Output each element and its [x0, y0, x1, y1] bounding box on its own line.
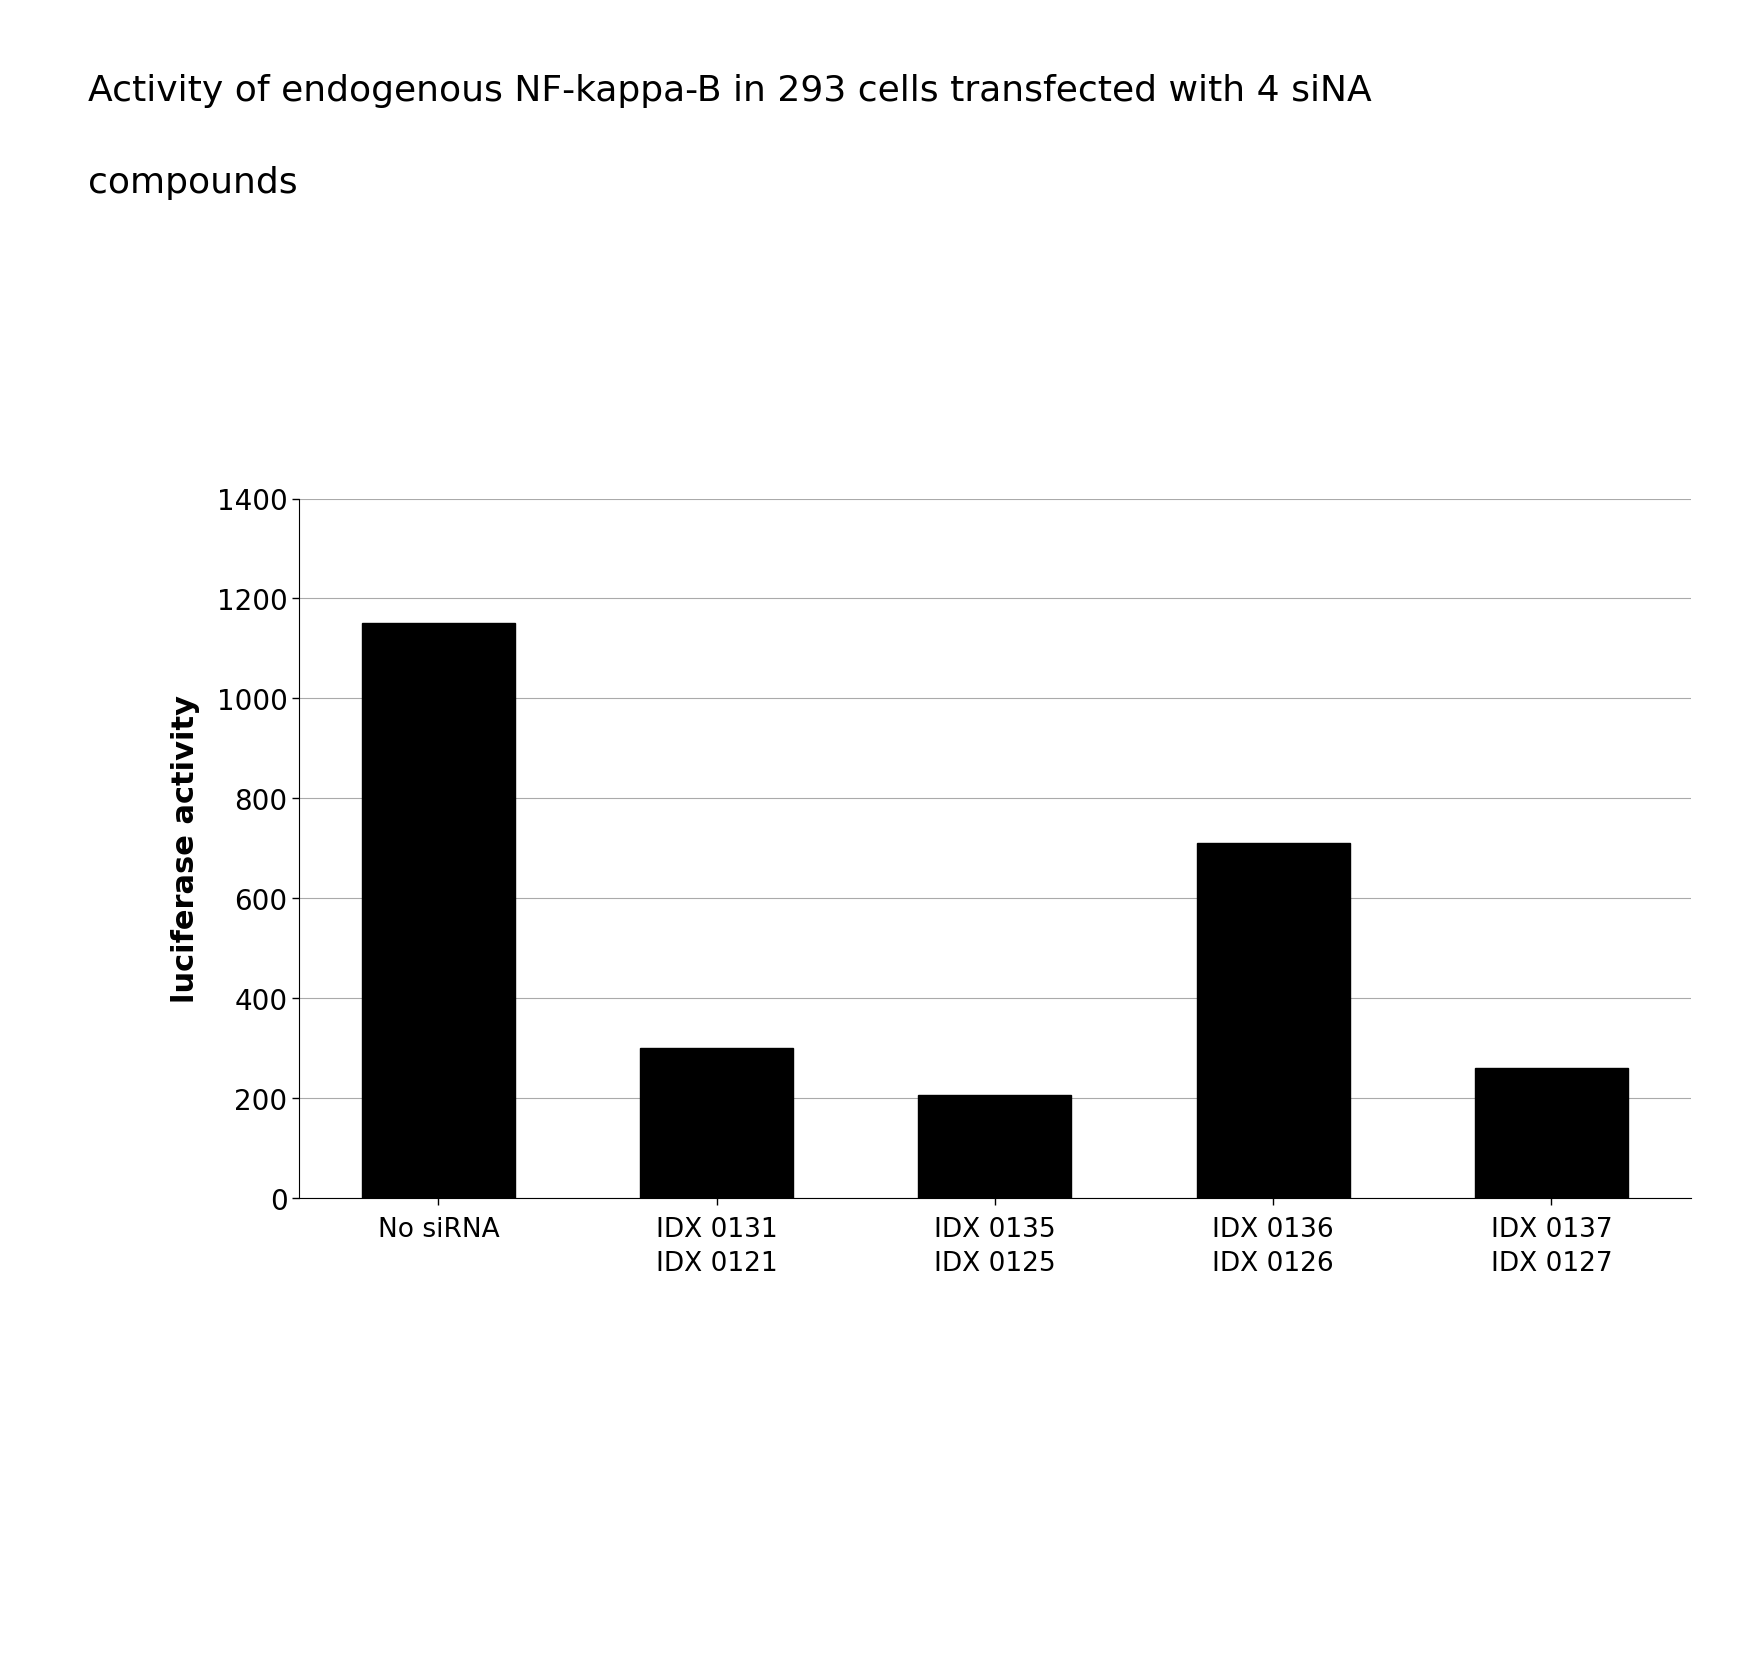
Bar — [1197, 844, 1349, 1198]
Y-axis label: luciferase activity: luciferase activity — [171, 696, 201, 1002]
Bar — [363, 624, 514, 1198]
Text: compounds: compounds — [88, 166, 298, 200]
Bar — [919, 1095, 1071, 1198]
Text: Activity of endogenous NF-kappa-B in 293 cells transfected with 4 siNA: Activity of endogenous NF-kappa-B in 293… — [88, 75, 1372, 108]
Bar — [1476, 1068, 1627, 1198]
Bar — [641, 1048, 792, 1198]
